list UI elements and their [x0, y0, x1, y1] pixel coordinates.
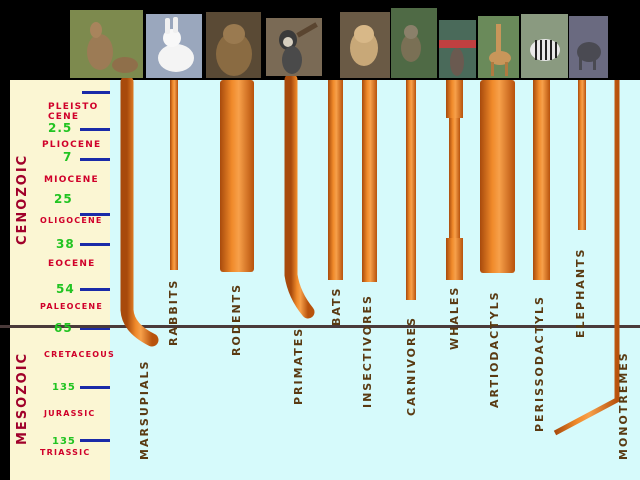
order-artiodactyls: ARTIODACTYLS [488, 290, 501, 408]
order-whales: WHALES [448, 285, 461, 350]
tick-7 [80, 158, 110, 161]
epoch-triassic: TRIASSIC [40, 448, 91, 457]
order-primates: PRIMATES [292, 326, 305, 405]
branch-whales-lower [446, 238, 463, 280]
branch-primates [284, 73, 315, 319]
lemur-photo [391, 8, 437, 78]
branch-rodents [220, 80, 254, 272]
order-marsupials: MARSUPIALS [138, 359, 151, 460]
rabbit-photo [146, 14, 202, 78]
branches [120, 73, 620, 436]
branch-whales-upper [446, 80, 463, 118]
age-65: 65 [54, 321, 73, 335]
tick-25 [80, 213, 110, 216]
elephant-photo [569, 16, 608, 78]
order-perissodactyls: PERISSODACTYLS [533, 295, 546, 432]
branch-carnivores [406, 80, 416, 300]
branch-rabbits [170, 80, 178, 270]
primate-photo [266, 18, 322, 76]
branch-bats [328, 80, 343, 280]
time-ticks [80, 91, 110, 442]
tick-top [82, 91, 110, 94]
tick-135-upper [80, 386, 110, 389]
order-rodents: RODENTS [230, 282, 243, 356]
order-carnivores: CARNIVORES [405, 316, 418, 416]
epoch-pliocene: PLIOCENE [42, 140, 102, 150]
order-insectivores: INSECTIVORES [361, 294, 374, 408]
branch-perissodactyls [533, 80, 550, 280]
tick-54 [80, 288, 110, 291]
branch-monotremes [553, 80, 620, 436]
era-cenozoic: CENOZOIC [15, 153, 30, 245]
rodent-photo [206, 12, 261, 78]
whale-photo [439, 20, 476, 78]
carnivore-photo [340, 12, 390, 78]
epoch-pleistocene-line1: PLEISTO [48, 102, 99, 112]
branch-marsupials [120, 75, 159, 347]
time-scale-panel [10, 80, 110, 480]
zebra-photo [521, 14, 568, 78]
epoch-paleocene: PALEOCENE [40, 302, 103, 311]
epoch-oligocene: OLIGOCENE [40, 216, 103, 225]
age-135-upper: 135 [52, 382, 76, 393]
age-38: 38 [56, 237, 75, 251]
age-7: 7 [63, 150, 73, 164]
epoch-miocene: MIOCENE [44, 175, 99, 185]
order-bats: BATS [330, 286, 343, 326]
cretaceous-boundary-line [0, 325, 640, 328]
tick-135-lower [80, 439, 110, 442]
branch-whales-middle [449, 118, 460, 238]
order-elephants: ELEPHANTS [574, 247, 587, 338]
age-135-lower: 135 [52, 436, 76, 447]
epoch-jurassic: JURASSIC [44, 409, 96, 418]
tick-2-5 [80, 128, 110, 131]
kangaroo-photo [70, 10, 143, 78]
age-54: 54 [56, 282, 75, 296]
epoch-eocene: EOCENE [48, 259, 96, 269]
branch-insectivores [362, 80, 377, 282]
tick-65 [80, 327, 110, 330]
age-25: 25 [54, 192, 73, 206]
order-monotremes: MONOTREMES [617, 351, 630, 460]
age-2-5: 2.5 [48, 121, 73, 135]
branch-artiodactyls [480, 80, 515, 273]
order-rabbits: RABBITS [167, 278, 180, 346]
giraffe-photo [478, 16, 519, 78]
era-mesozoic: MESOZOIC [15, 351, 30, 445]
epoch-pleistocene-line2: CENE [48, 112, 80, 122]
epoch-cretaceous: CRETACEOUS [44, 350, 115, 359]
branch-elephants [578, 80, 586, 230]
tick-38 [80, 243, 110, 246]
